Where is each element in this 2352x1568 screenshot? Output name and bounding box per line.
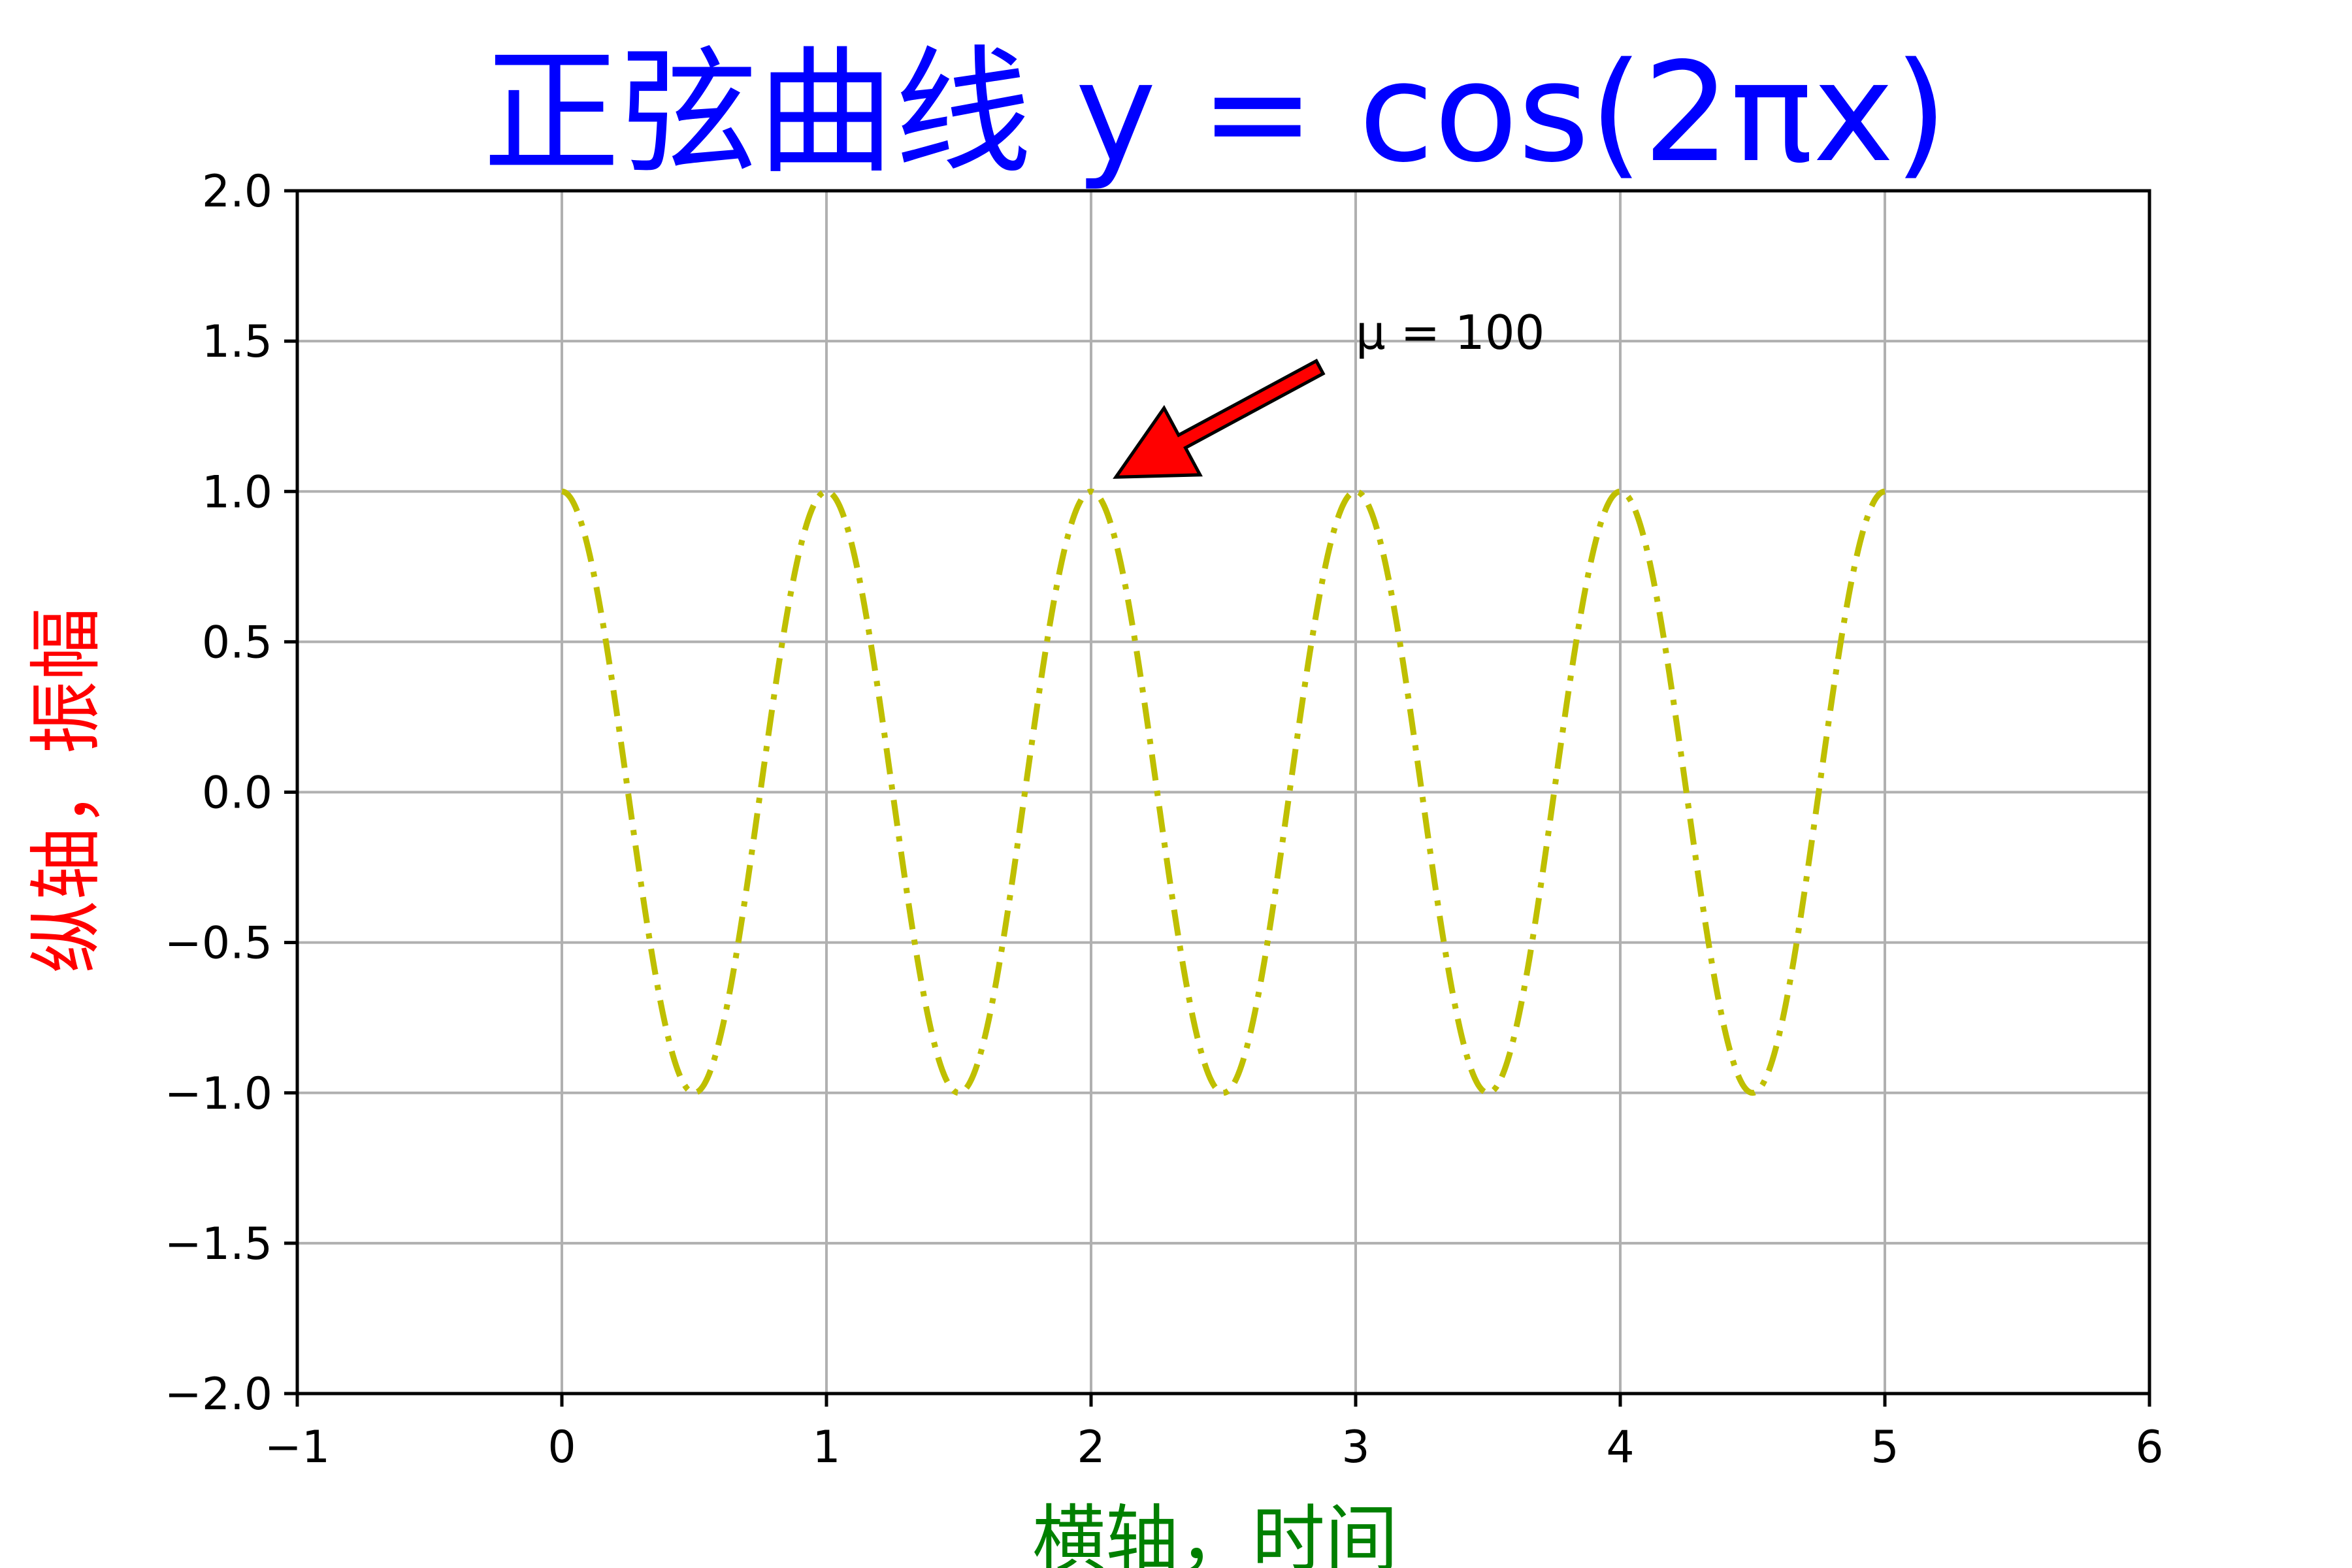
annotation: μ = 100: [1113, 305, 1544, 479]
y-tick-label: 0.5: [202, 617, 272, 668]
y-tick-label: 0.0: [202, 768, 272, 819]
annotation-arrow: [1113, 359, 1326, 479]
y-axis-label: 纵轴，振幅: [24, 608, 109, 973]
y-tick-label: −0.5: [165, 918, 272, 970]
y-tick-label: −1.5: [165, 1218, 272, 1270]
y-tick-label: 1.0: [202, 466, 272, 518]
y-tick-label: −1.0: [165, 1068, 272, 1120]
x-tick-label: 4: [1606, 1422, 1634, 1473]
x-tick-label: −1: [265, 1422, 330, 1473]
y-tick-label: 1.5: [202, 316, 272, 368]
x-tick-label: 0: [547, 1422, 576, 1473]
ticks: −1 0 1 2 3 4 5 6 −2.0 −1.5 −1.0 −0.5 0.0 0.5 1.0 1.5 2.0: [165, 166, 2164, 1473]
y-tick-label: −2.0: [165, 1369, 272, 1420]
x-tick-label: 3: [1341, 1422, 1369, 1473]
annotation-text: μ = 100: [1356, 305, 1544, 360]
x-tick-label: 2: [1077, 1422, 1105, 1473]
chart-title: 正弦曲线 y = cos(2πx): [483, 33, 1948, 193]
x-axis-label: 横轴，时间: [1032, 1497, 1398, 1568]
x-tick-label: 5: [1870, 1422, 1899, 1473]
x-tick-label: 6: [2135, 1422, 2163, 1473]
x-tick-label: 1: [812, 1422, 840, 1473]
y-tick-label: 2.0: [202, 166, 272, 218]
